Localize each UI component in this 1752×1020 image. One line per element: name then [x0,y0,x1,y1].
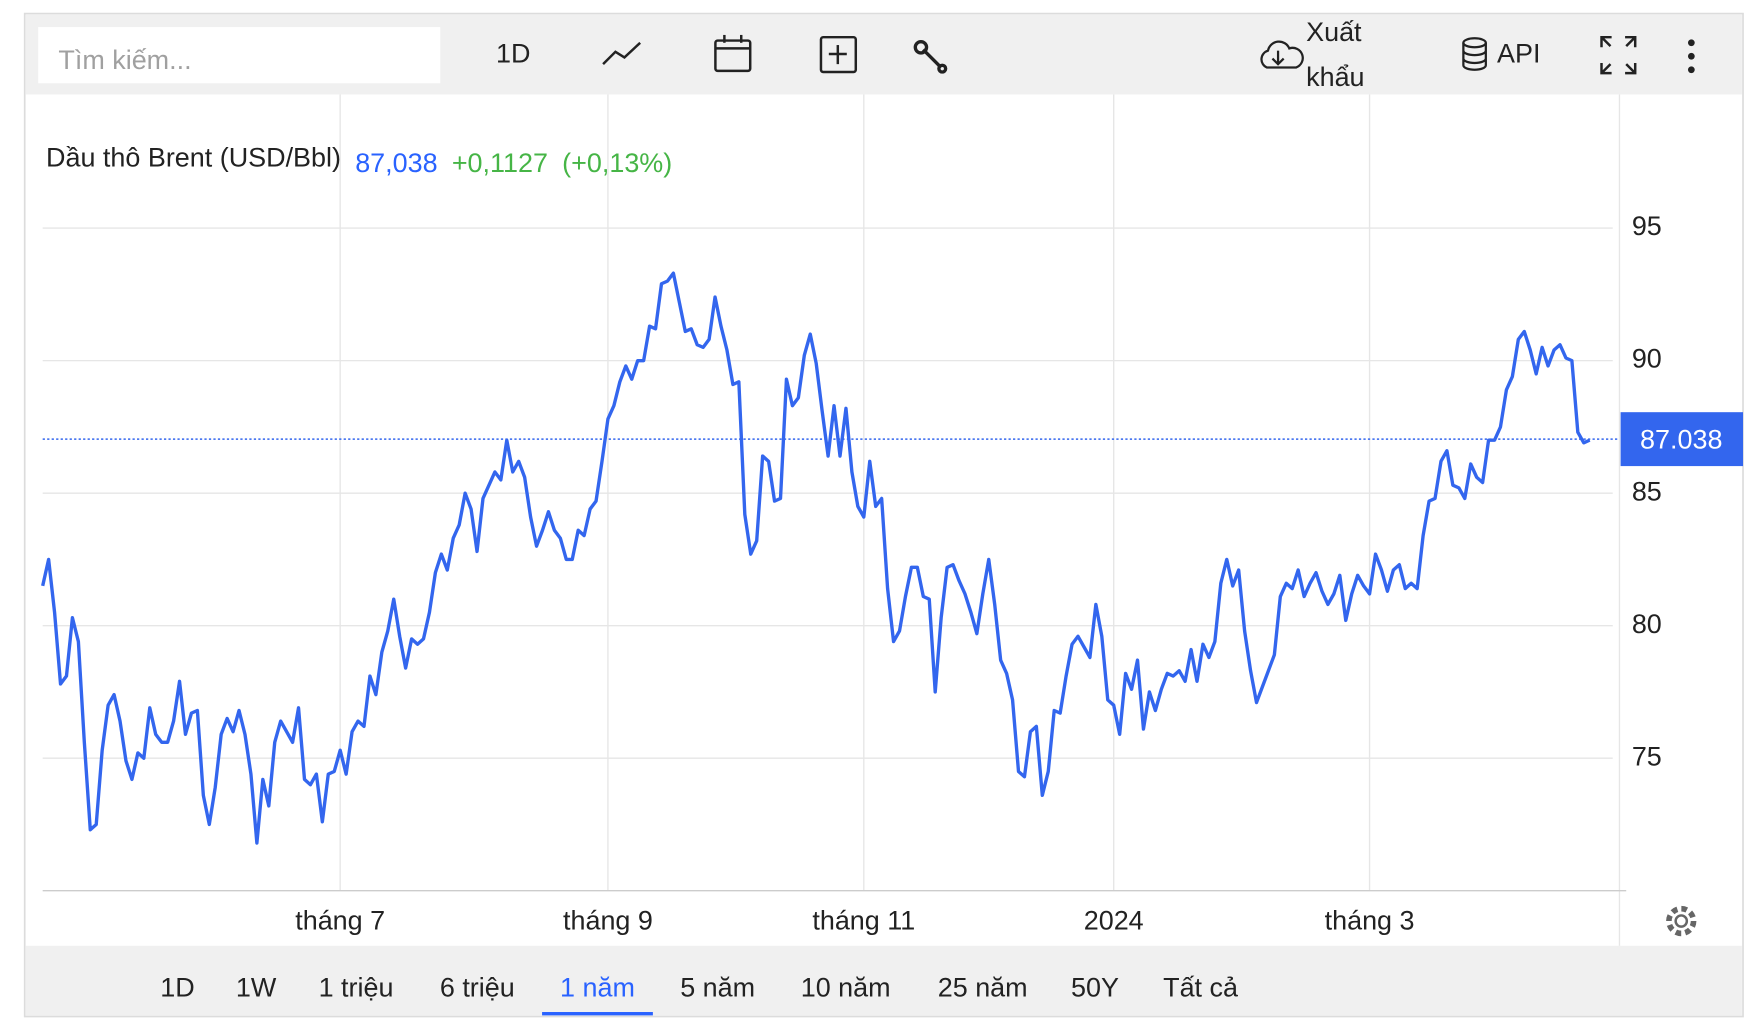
api-icon[interactable] [1462,37,1487,71]
dot [1687,52,1695,60]
fullscreen-icon[interactable] [1600,35,1637,75]
grid [42,94,1613,891]
range-active-underline [542,1012,653,1016]
range-button[interactable]: 10 năm [801,973,891,1003]
wrench-handle [921,48,943,69]
db-body [1462,42,1487,71]
search-box[interactable] [38,27,441,84]
range-button[interactable]: 5 năm [680,973,755,1003]
range-button[interactable]: 1W [236,973,277,1003]
wrench-end [937,63,948,74]
y-tick-label: 95 [1632,211,1662,241]
chart-type-icon[interactable] [602,41,641,66]
calendar-icon[interactable] [714,34,752,73]
corners [1600,35,1637,75]
range-button[interactable]: 25 năm [938,973,1028,1003]
gear-hub [1674,914,1689,928]
x-tick-label: tháng 3 [1325,905,1415,935]
cloud [1260,40,1304,69]
dot [1687,39,1695,47]
search-placeholder: Tìm kiếm... [58,45,191,75]
last-price-label: 87.038 [1640,425,1722,455]
price-line [41,271,1591,845]
price-change-percent: (+0,13%) [562,148,672,178]
y-tick-label: 75 [1632,741,1662,771]
range-button[interactable]: 6 triệu [440,973,515,1003]
settings-wrench-icon[interactable] [913,39,948,74]
plus-box [819,35,858,74]
x-tick-label: tháng 7 [295,905,385,935]
last-price: 87,038 [355,148,437,178]
chart-header: Dầu thô Brent (USD/Bbl) 87,038 +0,1127 (… [46,143,672,179]
wrench-head [913,39,929,55]
price-change: +0,1127 [452,148,548,178]
range-button[interactable]: 1 triệu [319,973,394,1003]
y-tick-label: 90 [1632,344,1662,374]
export-icon[interactable] [1260,40,1304,69]
more-menu-icon[interactable] [1687,39,1695,74]
interval-button[interactable]: 1D [496,38,530,68]
export-label[interactable]: khẩu [1306,62,1364,92]
range-button[interactable]: 1D [160,973,194,1003]
chart-title: Dầu thô Brent (USD/Bbl) [46,143,341,173]
range-button[interactable]: 50Y [1071,973,1119,1003]
range-button[interactable]: Tất cả [1163,973,1238,1003]
export-label[interactable]: Xuất [1306,17,1362,47]
last-price-tag [1620,412,1744,467]
api-label[interactable]: API [1497,38,1540,68]
arrow-head [1271,57,1285,66]
range-bar [25,945,1742,1016]
y-tick-label: 80 [1632,609,1662,639]
gear-teeth [1666,905,1697,937]
y-tick-label: 85 [1632,476,1662,506]
range-buttons: 1D 1W 1 triệu 6 triệu 1 năm 5 năm 10 năm 25 năm… [160,973,1238,1016]
axis-settings-icon[interactable] [1666,905,1697,937]
add-indicator-icon[interactable] [819,35,858,74]
x-tick-label: 2024 [1084,905,1144,935]
x-tick-label: tháng 9 [563,905,653,935]
x-tick-label: tháng 11 [812,905,915,935]
range-button[interactable]: 1 năm [560,973,635,1003]
dot [1687,66,1695,74]
calendar-body [714,39,752,73]
